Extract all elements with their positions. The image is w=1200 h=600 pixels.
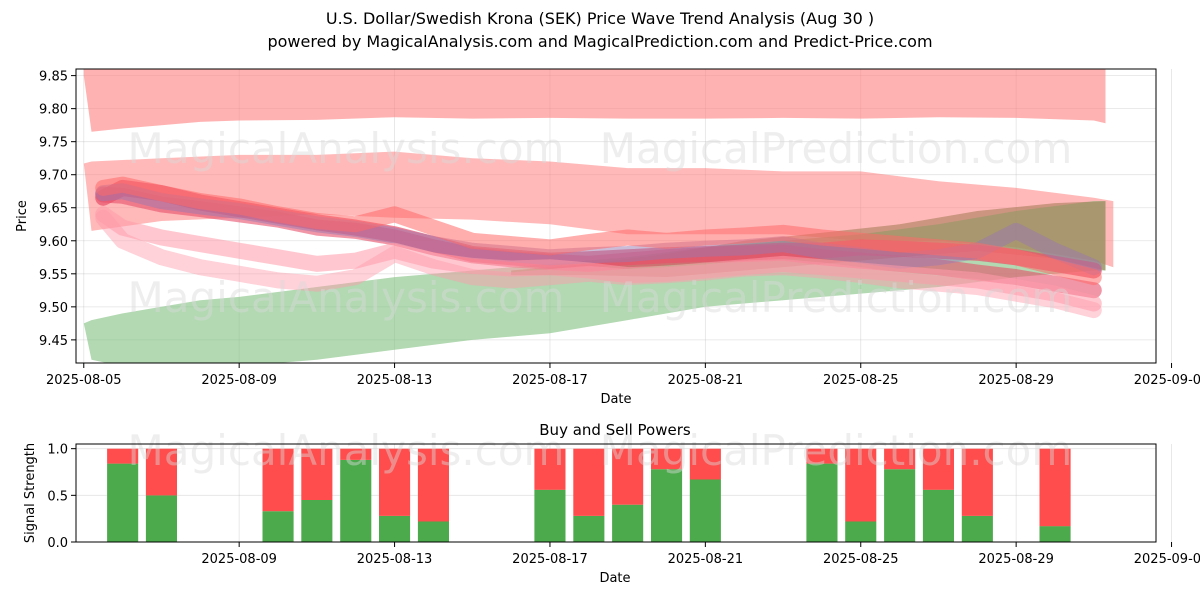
sell-bar [884,448,916,470]
main-y-tick-label: 9.55 [39,268,68,283]
main-x-label: Date [600,392,631,407]
signal-bars [107,448,1071,542]
main-y-tick-label: 9.60 [39,235,68,250]
signal-x-tick-label: 2025-08-13 [357,552,433,567]
sell-bar [651,448,683,470]
buy-bar [262,511,294,542]
main-x-tick-label: 2025-08-17 [512,373,588,388]
sell-bar [922,448,954,490]
main-x-tick-label: 2025-08-05 [46,373,122,388]
buy-bar [845,521,877,542]
main-x-tick-label: 2025-08-13 [357,373,433,388]
sell-bar [961,448,993,516]
sell-bar [340,448,372,460]
wave-line-5 [95,209,1102,319]
buy-bar [612,504,644,542]
wave-lines [95,176,1102,319]
sell-bar [379,448,411,516]
buy-bar [1039,526,1071,542]
price-wave-chart: MagicalAnalysis.com MagicalPrediction.co… [15,68,1200,407]
signal-axes: 2025-08-09 2025-08-13 2025-08-17 2025-08-21… [47,443,1200,567]
main-x-tick-label: 2025-08-21 [668,373,744,388]
watermark-left-3: MagicalAnalysis.com [128,426,565,475]
buy-bar [417,521,449,542]
main-x-tick-label: 2025-09-01 [1134,373,1200,388]
sell-bar [417,448,449,522]
signal-plot-frame [75,443,1157,543]
signal-x-label: Date [599,571,630,586]
watermark-left-2: MagicalAnalysis.com [128,273,565,322]
buy-bar [534,489,566,542]
watermark-left: MagicalAnalysis.com [128,124,565,173]
sell-bar [301,448,333,500]
main-y-tick-label: 9.70 [39,169,68,184]
watermark-right: MagicalPrediction.com [600,124,1073,173]
main-y-tick-label: 9.65 [39,202,68,217]
buy-bar [922,489,954,542]
buy-bar [379,515,411,542]
sell-bar [689,448,721,480]
signal-x-tick-label: 2025-08-29 [978,552,1054,567]
sell-bar [534,448,566,490]
buy-bar [107,463,139,542]
signal-y-tick-label: 0.0 [47,536,68,551]
main-y-tick-label: 9.50 [39,301,68,316]
signal-y-tick-label: 0.5 [47,489,68,504]
watermark-right-2: MagicalPrediction.com [600,273,1073,322]
signal-x-tick-label: 2025-08-17 [512,552,588,567]
main-x-tick-label: 2025-08-09 [201,373,277,388]
buy-bar [884,469,916,542]
signal-y-tick-label: 1.0 [47,443,68,458]
main-y-tick-label: 9.75 [39,136,68,151]
sell-bar [612,448,644,505]
wave-line-6 [95,176,1102,286]
watermark-right-3: MagicalPrediction.com [600,426,1073,475]
main-plot-frame [75,68,1157,364]
buy-bar [340,459,372,542]
signal-x-tick-label: 2025-09-01 [1134,552,1200,567]
main-y-label: Price [15,200,30,232]
sell-bar [1039,448,1071,527]
figure-title: U.S. Dollar/Swedish Krona (SEK) Price Wa… [326,9,874,28]
main-y-tick-label: 9.80 [39,103,68,118]
signal-x-tick-label: 2025-08-21 [668,552,744,567]
main-x-tick-label: 2025-08-25 [823,373,899,388]
signal-title: Buy and Sell Powers [539,421,691,439]
buy-bar [573,515,605,542]
main-axes: 2025-08-05 2025-08-09 2025-08-13 2025-08-17… [39,70,1200,388]
figure-subtitle: powered by MagicalAnalysis.com and Magic… [267,32,932,51]
buy-bar [806,463,838,542]
signal-x-tick-label: 2025-08-09 [201,552,277,567]
main-y-tick-label: 9.45 [39,334,68,349]
sell-bar [806,448,838,464]
buy-bar [689,479,721,542]
buy-bar [651,469,683,542]
buy-sell-power-chart: Buy and Sell Powers MagicalAnalysis.com … [23,421,1200,586]
buy-bar [145,495,177,542]
wave-line-4 [95,206,1102,312]
buy-bar [961,515,993,542]
main-y-tick-label: 9.85 [39,70,68,85]
sell-bar [845,448,877,522]
signal-x-tick-label: 2025-08-25 [823,552,899,567]
sell-bar [107,448,139,464]
sell-bar [145,448,177,496]
upper-band [83,69,1106,132]
main-x-tick-label: 2025-08-29 [978,373,1054,388]
sell-bar [573,448,605,516]
signal-y-label: Signal Strength [23,443,38,543]
buy-bar [301,500,333,542]
sell-bar [262,448,294,512]
